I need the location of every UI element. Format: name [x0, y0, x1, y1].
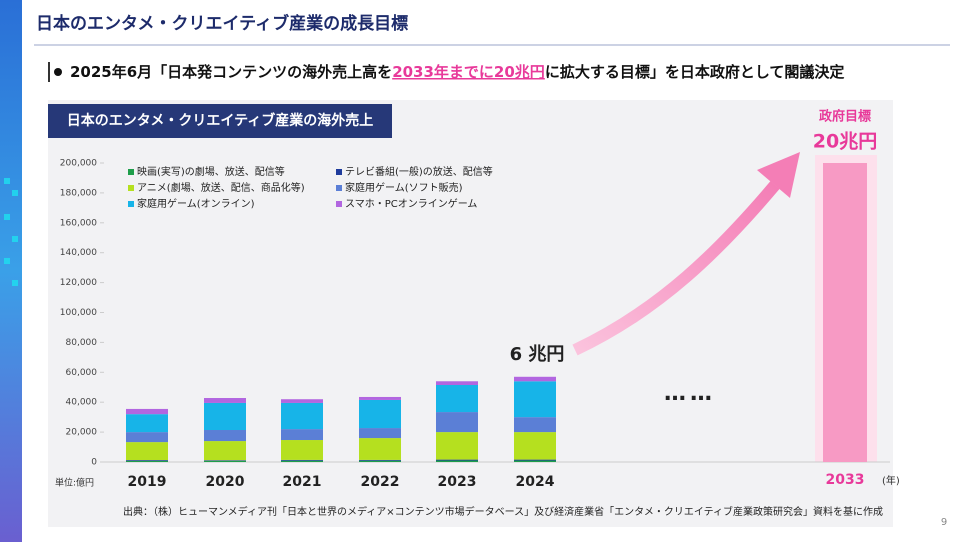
- y-tick-label: 20,000: [66, 428, 98, 438]
- x-unit-label: (年): [882, 474, 900, 487]
- y-tick-label: 80,000: [66, 338, 98, 348]
- bar-segment: [514, 417, 556, 433]
- bar-segment: [359, 396, 401, 400]
- target-category: 2033: [826, 472, 865, 488]
- bar-segment: [126, 408, 168, 415]
- chart-title: 日本のエンタメ・クリエイティブ産業の海外売上: [67, 112, 373, 129]
- target-title: 政府目標: [819, 109, 871, 125]
- legend-label: 家庭用ゲーム(ソフト販売): [345, 181, 463, 194]
- headline-text: 2025年6月「日本発コンテンツの海外売上高を: [70, 63, 392, 81]
- bar-segment: [204, 430, 246, 442]
- x-tick-label: 2022: [361, 474, 400, 490]
- x-tick-label: 2020: [206, 474, 245, 490]
- legend-swatch: [128, 185, 134, 191]
- bar-segment: [126, 414, 168, 433]
- bar-segment: [436, 432, 478, 460]
- bar-segment: [281, 402, 323, 430]
- bar-segment: [436, 459, 478, 461]
- annotation-gap: ……: [664, 381, 716, 406]
- bar-segment: [204, 460, 246, 461]
- bar-segment: [281, 399, 323, 403]
- growth-arrow: [572, 181, 780, 356]
- bar-segment: [359, 459, 401, 461]
- bar-segment: [204, 398, 246, 403]
- bar-segment: [359, 438, 401, 460]
- bar-segment: [204, 460, 246, 462]
- legend-label: テレビ番組(一般)の放送、配信等: [345, 165, 493, 178]
- legend-swatch: [128, 201, 134, 207]
- legend-swatch: [128, 169, 134, 175]
- slide-title: 日本のエンタメ・クリエイティブ産業の成長目標: [36, 13, 408, 34]
- page-number: 9: [941, 517, 947, 528]
- target-bar: [823, 163, 867, 462]
- bar-segment: [514, 459, 556, 461]
- bar-segment: [436, 381, 478, 386]
- legend-label: アニメ(劇場、放送、配信、商品化等): [137, 181, 305, 194]
- bar-segment: [281, 459, 323, 461]
- bar-segment: [436, 412, 478, 433]
- bar-segment: [126, 442, 168, 461]
- x-tick-label: 2021: [283, 474, 322, 490]
- x-tick-label: 2023: [438, 474, 477, 490]
- y-tick-label: 180,000: [60, 188, 97, 198]
- y-tick-label: 60,000: [66, 368, 98, 378]
- bar-segment: [436, 385, 478, 413]
- annotation-current: 6 兆円: [510, 344, 565, 365]
- x-tick-label: 2024: [516, 474, 555, 490]
- side-pattern: [4, 178, 18, 286]
- y-tick-label: 120,000: [60, 278, 97, 288]
- y-tick-label: 200,000: [60, 159, 97, 169]
- bar-segment: [514, 376, 556, 382]
- bar-segment: [281, 440, 323, 460]
- unit-label: 単位:億円: [55, 477, 94, 489]
- x-tick-label: 2019: [128, 474, 167, 490]
- bar-segment: [359, 399, 401, 429]
- bar-segment: [204, 402, 246, 431]
- bar-segment: [126, 460, 168, 461]
- bar-segment: [281, 429, 323, 441]
- arrow-head: [757, 152, 800, 198]
- bar-segment: [281, 460, 323, 462]
- bar-segment: [126, 432, 168, 443]
- bar-segment: [126, 460, 168, 462]
- y-tick-label: 100,000: [60, 308, 97, 318]
- legend-label: 家庭用ゲーム(オンライン): [137, 197, 255, 210]
- bar-segment: [359, 428, 401, 439]
- legend-label: スマホ・PCオンラインゲーム: [345, 198, 477, 210]
- bar-segment: [514, 432, 556, 460]
- y-tick-label: 0: [91, 458, 97, 468]
- side-strip: [0, 0, 22, 542]
- headline-bar: [48, 62, 50, 82]
- chart-panel: [48, 100, 893, 527]
- bar-segment: [514, 460, 556, 462]
- legend-label: 映画(実写)の劇場、放送、配信等: [137, 165, 285, 178]
- y-tick-label: 140,000: [60, 248, 97, 258]
- chart-header: [48, 104, 392, 138]
- legend-swatch: [336, 169, 342, 175]
- bar-segment: [359, 460, 401, 462]
- headline-text: に拡大する目標」を日本政府として閣議決定: [545, 63, 845, 81]
- headline-highlight: 2033年までに20兆円: [392, 63, 545, 81]
- source: 出典：（株）ヒューマンメディア刊「日本と世界のメディア×コンテンツ市場データベー…: [123, 505, 883, 518]
- y-tick-label: 160,000: [60, 218, 97, 228]
- headline: 2025年6月「日本発コンテンツの海外売上高を2033年までに20兆円に拡大する…: [70, 63, 844, 81]
- y-tick-label: 40,000: [66, 398, 98, 408]
- target-value-label: 20兆円: [813, 131, 877, 153]
- bar-segment: [514, 381, 556, 418]
- headline-bullet: [54, 68, 62, 76]
- bar-segment: [436, 460, 478, 462]
- legend-swatch: [336, 201, 342, 207]
- bar-segment: [204, 441, 246, 461]
- legend-swatch: [336, 185, 342, 191]
